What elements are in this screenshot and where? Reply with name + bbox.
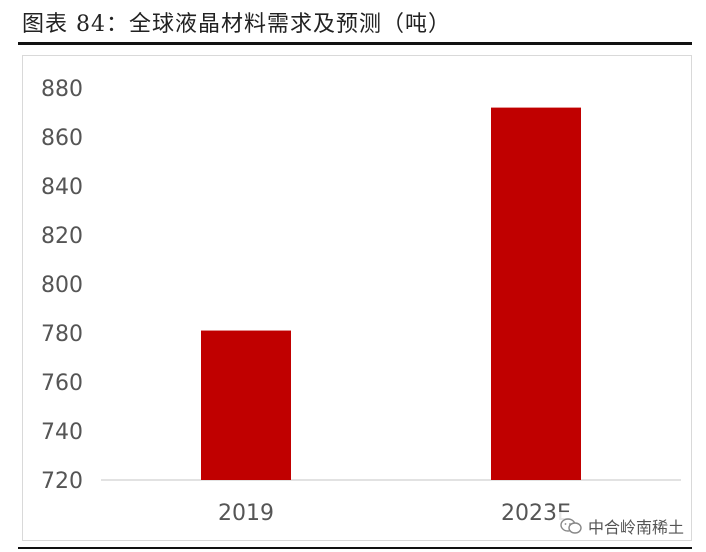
y-tick-label: 820 xyxy=(41,224,83,249)
y-tick-label: 840 xyxy=(41,175,83,200)
bar-2019 xyxy=(201,330,291,480)
figure-title: 图表 84：全球液晶材料需求及预测（吨） xyxy=(22,12,451,37)
x-tick-label: 2019 xyxy=(218,501,274,526)
y-tick-label: 740 xyxy=(41,420,83,445)
watermark: 中合岭南稀土 xyxy=(555,512,688,540)
y-tick-label: 800 xyxy=(41,273,83,298)
wechat-icon xyxy=(560,517,582,535)
top-rule xyxy=(18,42,692,45)
chart-frame: 720 740 760 780 800 820 840 860 880 2019 2023E xyxy=(22,55,692,541)
y-tick-label: 780 xyxy=(41,322,83,347)
y-tick-label: 720 xyxy=(41,469,83,494)
y-tick-label: 760 xyxy=(41,371,83,396)
bar-2023E xyxy=(491,107,581,480)
y-tick-label: 860 xyxy=(41,126,83,151)
y-tick-label: 880 xyxy=(41,77,83,102)
bottom-rule xyxy=(18,547,692,549)
watermark-text: 中合岭南稀土 xyxy=(587,518,684,537)
